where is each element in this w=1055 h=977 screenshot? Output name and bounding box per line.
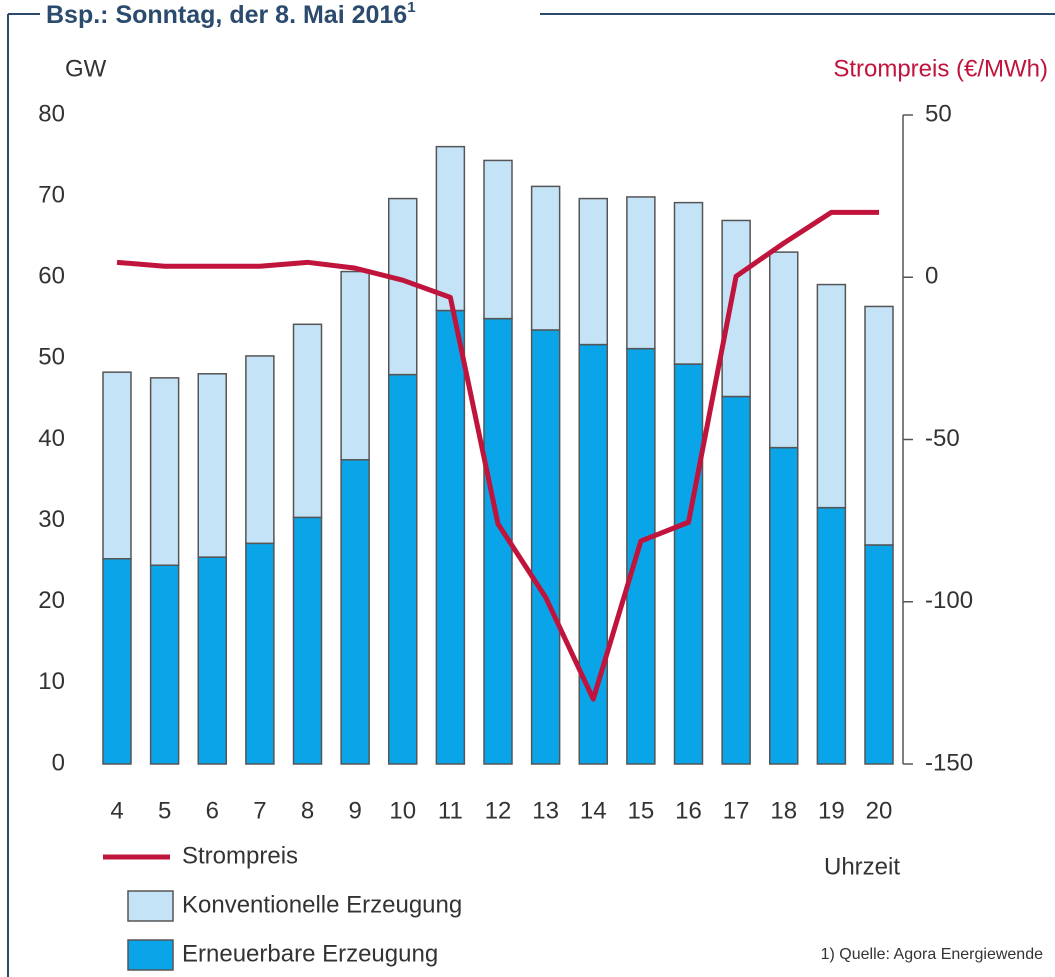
bar [673, 363, 704, 765]
x-tick-label: 10 [389, 797, 416, 824]
bar [245, 355, 275, 545]
y-tick-label: 40 [38, 425, 65, 452]
x-tick-label: 19 [818, 797, 845, 824]
bar [769, 446, 799, 765]
bar [388, 373, 418, 765]
price-line [116, 209, 879, 702]
x-tick-label: 20 [866, 797, 893, 824]
bar [673, 201, 704, 365]
y-tick-label: 0 [52, 749, 65, 776]
y2-tick-label: -150 [925, 749, 973, 776]
title-text: Bsp.: Sonntag, der 8. Mai 2016 [46, 1, 407, 29]
title-note: 1 [407, 0, 415, 16]
bar [245, 542, 275, 765]
bar [435, 309, 466, 765]
y-tick-label: 80 [38, 100, 65, 127]
legend-swatch [127, 890, 174, 922]
legend-swatch [127, 939, 174, 971]
y-tick-label: 50 [38, 344, 65, 371]
legend-label: Strompreis [182, 842, 298, 869]
x-tick-label: 8 [301, 797, 314, 824]
bar [769, 251, 799, 449]
y-tick-label: 30 [38, 506, 65, 533]
y-tick-label: 60 [38, 263, 65, 290]
bar [626, 347, 656, 765]
legend-label: Erneuerbare Erzeugung [182, 940, 438, 967]
x-tick-label: 13 [532, 797, 559, 824]
y2-tick-label: 0 [925, 263, 938, 290]
bar [149, 377, 180, 566]
y-tick-label: 70 [38, 181, 65, 208]
bar [721, 395, 751, 765]
bar [530, 329, 561, 765]
bar [483, 159, 513, 320]
x-tick-label: 6 [206, 797, 219, 824]
footnote: 1) Quelle: Agora Energiewende [821, 946, 1043, 963]
x-tick-label: 9 [348, 797, 361, 824]
bar [102, 371, 132, 560]
bar [340, 270, 370, 461]
bar [864, 305, 894, 546]
x-tick-label: 14 [580, 797, 607, 824]
x-axis-label: Uhrzeit [824, 853, 900, 880]
bar [435, 145, 466, 312]
bar [578, 197, 608, 346]
bar [292, 516, 323, 765]
x-tick-label: 16 [675, 797, 702, 824]
bar [197, 373, 227, 558]
bar [102, 558, 132, 765]
y2-tick-label: -50 [925, 425, 960, 452]
y2-axis-label: Strompreis (€/MWh) [833, 55, 1048, 82]
x-tick-label: 18 [770, 797, 797, 824]
bar [816, 283, 847, 509]
bar [864, 544, 894, 765]
x-tick-label: 17 [723, 797, 750, 824]
bar [578, 343, 608, 765]
x-tick-label: 4 [110, 797, 123, 824]
bar [721, 219, 751, 398]
bar [626, 196, 656, 350]
y2-tick-label: 50 [925, 100, 952, 127]
y-tick-label: 10 [38, 668, 65, 695]
x-tick-label: 5 [158, 797, 171, 824]
bar [292, 323, 323, 519]
bar [197, 556, 227, 765]
bar [388, 197, 418, 376]
x-tick-label: 12 [485, 797, 512, 824]
bar [530, 185, 561, 331]
y-axis-label: GW [65, 55, 107, 82]
x-tick-label: 7 [253, 797, 266, 824]
x-tick-label: 15 [628, 797, 655, 824]
bar [816, 506, 847, 765]
y-tick-label: 20 [38, 587, 65, 614]
y2-tick-label: -100 [925, 587, 973, 614]
bar [149, 564, 180, 765]
chart-title: Bsp.: Sonntag, der 8. Mai 20161 [46, 0, 416, 29]
bar [340, 459, 370, 765]
x-tick-label: 11 [438, 797, 463, 824]
legend-label: Konventionelle Erzeugung [182, 891, 462, 918]
